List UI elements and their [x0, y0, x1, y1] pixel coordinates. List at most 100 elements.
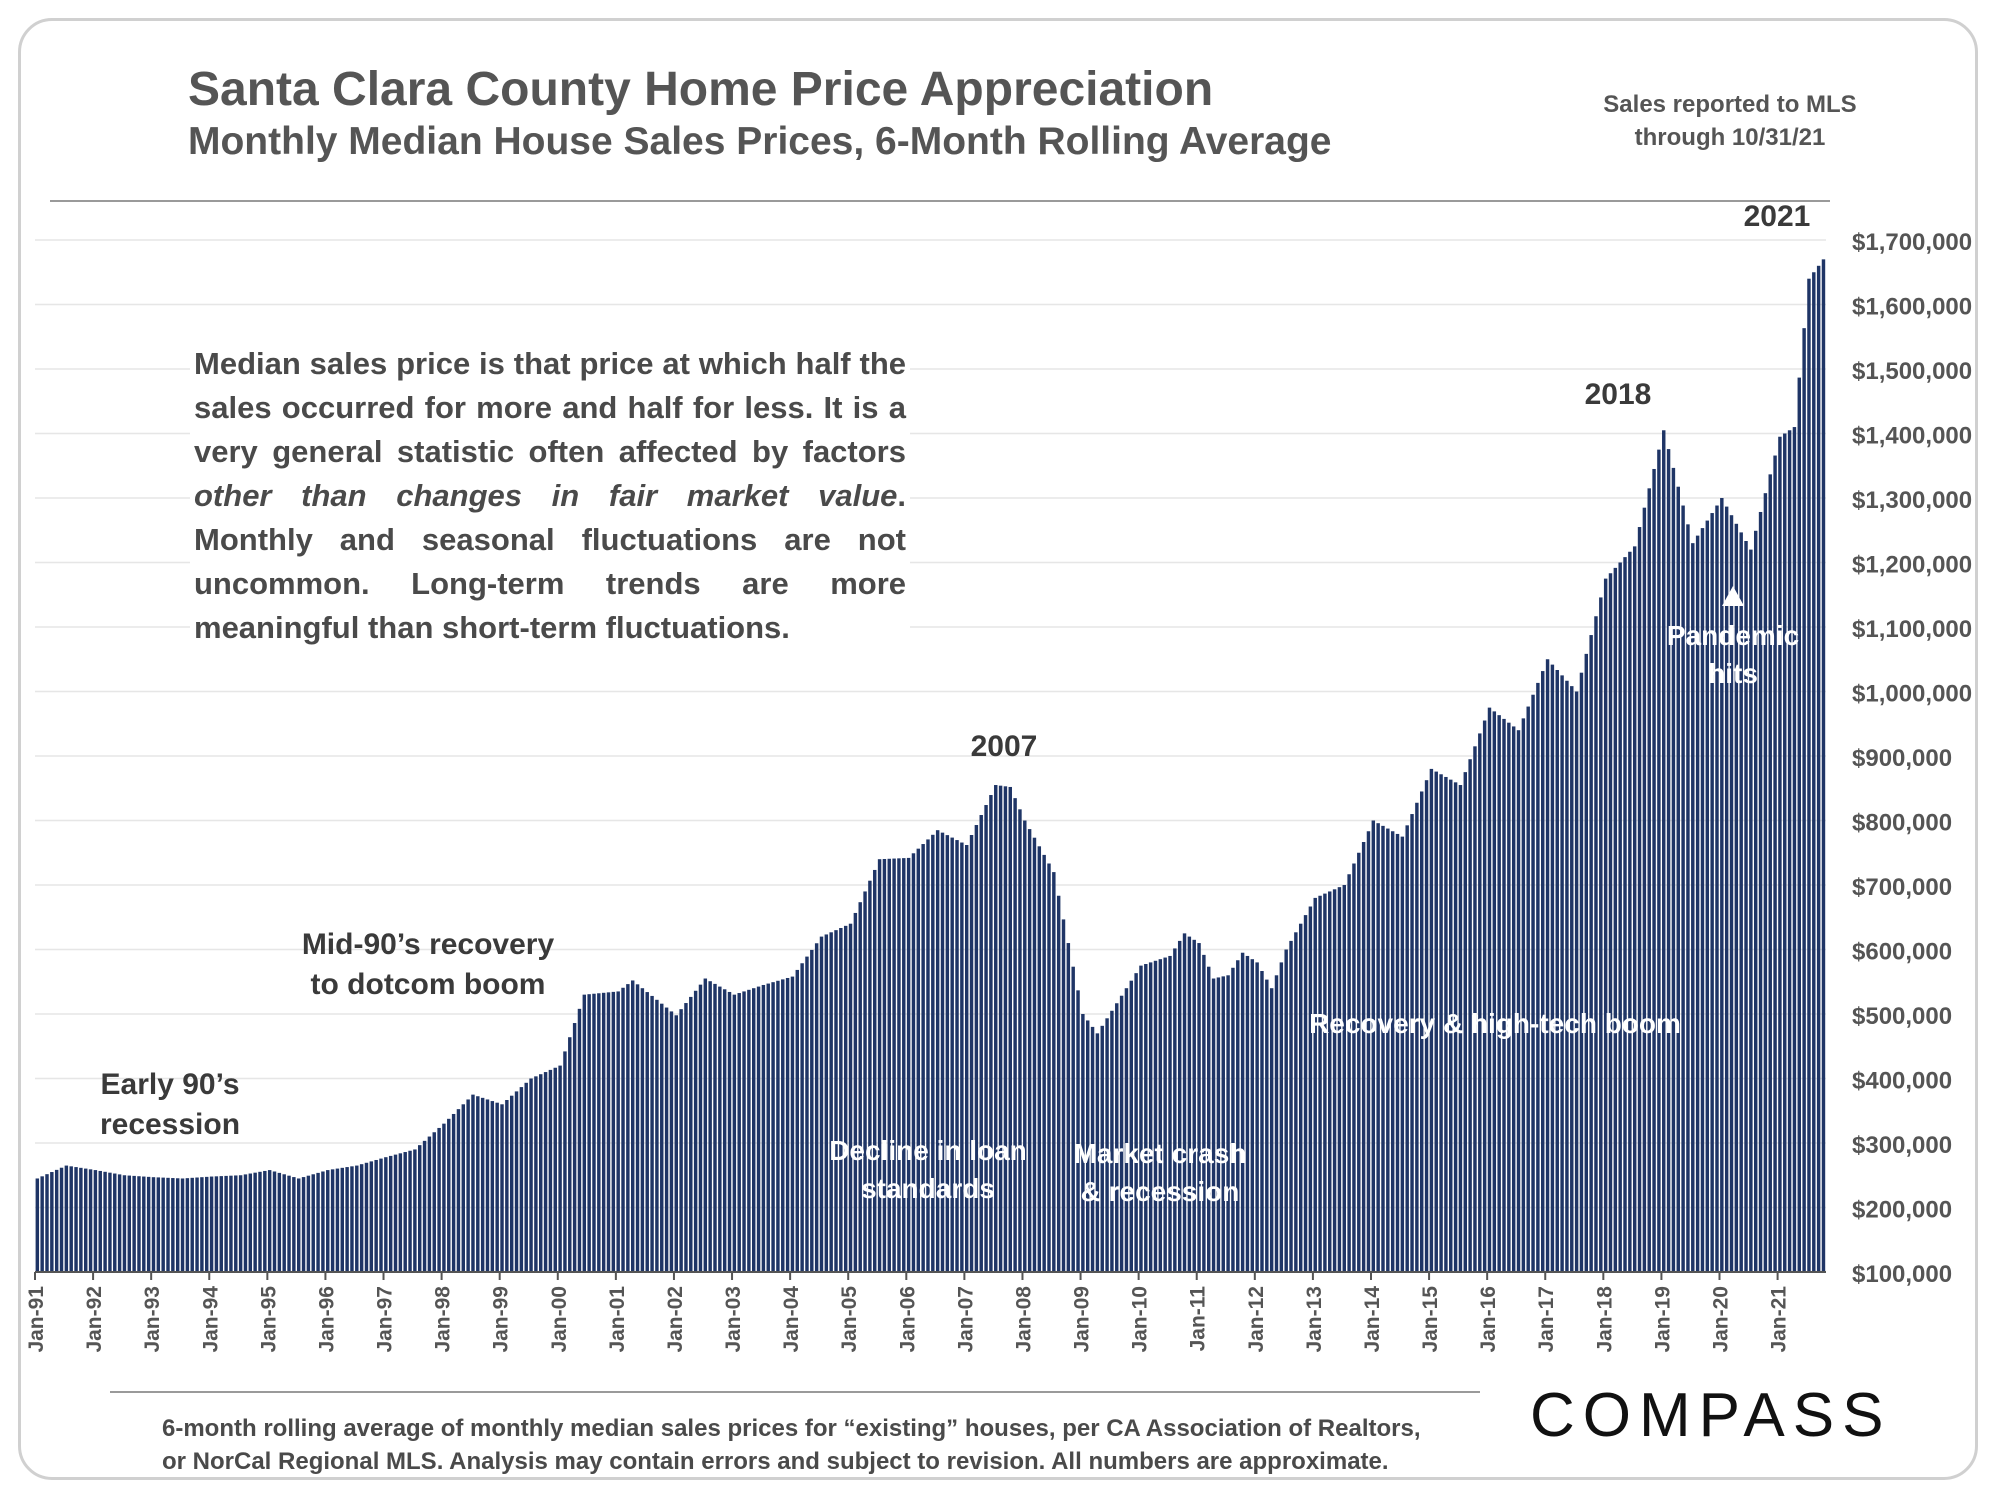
bar: Sep-19: $1,253,333: [1700, 528, 1705, 1272]
bar: Jul-19: $1,230,000: [1691, 543, 1695, 1272]
bar: May-06: $770,667: [926, 839, 930, 1272]
bar: Aug-04: $623,333: [824, 934, 829, 1272]
x-tick-label: Jan-06: [896, 1286, 919, 1353]
bar: Sep-10: $613,333: [1177, 940, 1182, 1272]
bar: Jun-12: $580,000: [1279, 962, 1284, 1272]
bar: Sep-01: $522,000: [655, 999, 659, 1272]
bar: Dec-94: $256,667: [263, 1170, 267, 1272]
bar: Oct-11: $595,000: [1240, 952, 1245, 1272]
bar: Oct-07: $852,000: [1008, 786, 1012, 1272]
bar: Sep-06: $777,333: [945, 835, 950, 1272]
bar: May-97: $286,000: [403, 1152, 407, 1272]
bar: Apr-15: $867,500: [1444, 776, 1448, 1272]
bar: Dec-05: $741,667: [902, 858, 906, 1272]
bar: Jul-18: $1,225,000: [1632, 546, 1637, 1272]
bar: Feb-02: $507,500: [679, 1009, 683, 1272]
bar: Apr-16: $957,500: [1502, 718, 1506, 1272]
bar: Sep-09: $528,333: [1119, 995, 1124, 1272]
x-tick-label: Jan-13: [1303, 1286, 1326, 1353]
footnote: 6-month rolling average of monthly media…: [162, 1412, 1421, 1478]
bar: May-95: $249,333: [287, 1175, 291, 1272]
bar: Jan-99: $360,000: [500, 1104, 504, 1272]
bar: Jun-00: $530,000: [582, 994, 587, 1272]
footnote-line-2: or NorCal Regional MLS. Analysis may con…: [162, 1448, 1389, 1475]
bar: Sep-11: $583,333: [1236, 960, 1240, 1272]
bar: Sep-91: $262,667: [74, 1167, 78, 1272]
bar: Aug-02: $550,833: [708, 981, 712, 1272]
bar: Jan-93: $247,000: [151, 1177, 156, 1272]
bar: Mar-21: $1,405,000: [1787, 430, 1792, 1272]
bar: Jan-98: $330,000: [442, 1123, 446, 1272]
bar: May-08: $746,667: [1042, 854, 1046, 1272]
bar: Apr-13: $690,000: [1328, 891, 1332, 1272]
x-tick-label: Jan-17: [1535, 1286, 1558, 1353]
bar: Nov-10: $620,000: [1187, 936, 1192, 1272]
bar: Oct-13: $750,000: [1357, 852, 1361, 1272]
bar: Feb-03: $532,500: [737, 993, 741, 1272]
bar: Jan-18: $1,175,000: [1603, 578, 1608, 1272]
bar: Jan-04: $558,000: [790, 976, 795, 1272]
bar: Sep-03: $549,333: [771, 982, 775, 1272]
bar: Jun-15: $859,167: [1453, 782, 1458, 1272]
bar: Dec-10: $615,000: [1192, 939, 1196, 1272]
bar: May-98: $360,000: [461, 1104, 466, 1272]
bar: Jan-16: $975,000: [1487, 707, 1492, 1272]
bar: Mar-03: $535,000: [742, 991, 746, 1272]
bar: Jan-19: $1,405,000: [1662, 430, 1666, 1272]
bar: Jul-10: $590,000: [1168, 955, 1172, 1272]
y-tick-label: $1,200,000: [1852, 552, 1972, 579]
bar: May-09: $481,667: [1100, 1025, 1104, 1272]
bar: Apr-91: $255,000: [50, 1172, 54, 1272]
x-tick-label: Jan-95: [257, 1286, 280, 1353]
annotation-mid-90s: Mid-90’s recovery to dotcom boom: [302, 928, 555, 1001]
y-tick-label: $900,000: [1852, 745, 1952, 772]
bar: May-17: $1,016,667: [1565, 680, 1569, 1272]
bar: Oct-09: $540,000: [1124, 988, 1129, 1272]
x-tick-label: Jan-21: [1768, 1286, 1791, 1353]
bar: Jan-12: $580,000: [1255, 962, 1259, 1272]
bar: Aug-16: $958,333: [1521, 718, 1526, 1272]
bar: Sep-92: $249,000: [132, 1175, 136, 1272]
bar: Feb-98: $337,500: [447, 1118, 451, 1272]
bar: Apr-03: $537,500: [747, 989, 751, 1272]
mls-note-line-2: through 10/31/21: [1634, 124, 1826, 151]
bar: Feb-04: $568,333: [795, 969, 800, 1272]
bar: Mar-12: $553,333: [1265, 979, 1269, 1272]
bar: Dec-91: $259,167: [88, 1169, 93, 1272]
bar: Aug-95: $247,167: [301, 1177, 306, 1272]
bar: Jan-13: $680,000: [1313, 897, 1317, 1272]
bar: Apr-99: $380,000: [514, 1091, 519, 1272]
bar: Jul-00: $530,714: [587, 994, 591, 1272]
bar: Apr-05: $690,000: [863, 891, 867, 1272]
bar: Nov-18: $1,345,000: [1652, 468, 1656, 1273]
bar: Jan-05: $640,000: [848, 923, 853, 1272]
bar: May-00: $508,000: [577, 1008, 582, 1272]
bar: Apr-98: $352,500: [456, 1109, 461, 1272]
bar: Oct-12: $640,000: [1298, 923, 1303, 1272]
bar: Feb-91: $248,333: [40, 1176, 44, 1272]
bar: Apr-93: $246,000: [166, 1177, 170, 1272]
bar: Dec-18: $1,375,000: [1657, 449, 1661, 1272]
bar: Jun-21: $1,563,333: [1802, 328, 1806, 1272]
bar: Feb-01: $540,667: [621, 987, 625, 1272]
bar: Apr-95: $251,500: [282, 1174, 286, 1272]
bar: Dec-16: $1,031,667: [1541, 671, 1545, 1272]
bar: Sep-94: $252,667: [248, 1173, 253, 1272]
bar: Jul-04: $620,000: [819, 936, 824, 1272]
bar: Feb-95: $255,833: [272, 1171, 277, 1272]
bar: Sep-17: $1,058,333: [1584, 653, 1589, 1272]
bar: Jun-03: $542,500: [756, 986, 761, 1272]
chart-frame: [18, 18, 1978, 1480]
x-tick-label: Jan-10: [1129, 1286, 1152, 1353]
bar: Feb-12: $566,667: [1260, 971, 1264, 1272]
bar: Mar-92: $255,333: [103, 1171, 107, 1272]
bar: Dec-13: $783,333: [1366, 831, 1371, 1272]
bar: Sep-96: $269,333: [364, 1162, 369, 1272]
bar: Sep-00: $532,143: [597, 993, 601, 1272]
bar: Jun-94: $249,667: [234, 1175, 238, 1272]
bar: Nov-15: $935,000: [1478, 733, 1482, 1272]
x-tick-label: Jan-93: [141, 1286, 164, 1353]
x-tick-label: Jan-96: [315, 1286, 338, 1353]
bar: Apr-21: $1,410,000: [1792, 427, 1797, 1272]
y-tick-label: $300,000: [1852, 1132, 1952, 1159]
